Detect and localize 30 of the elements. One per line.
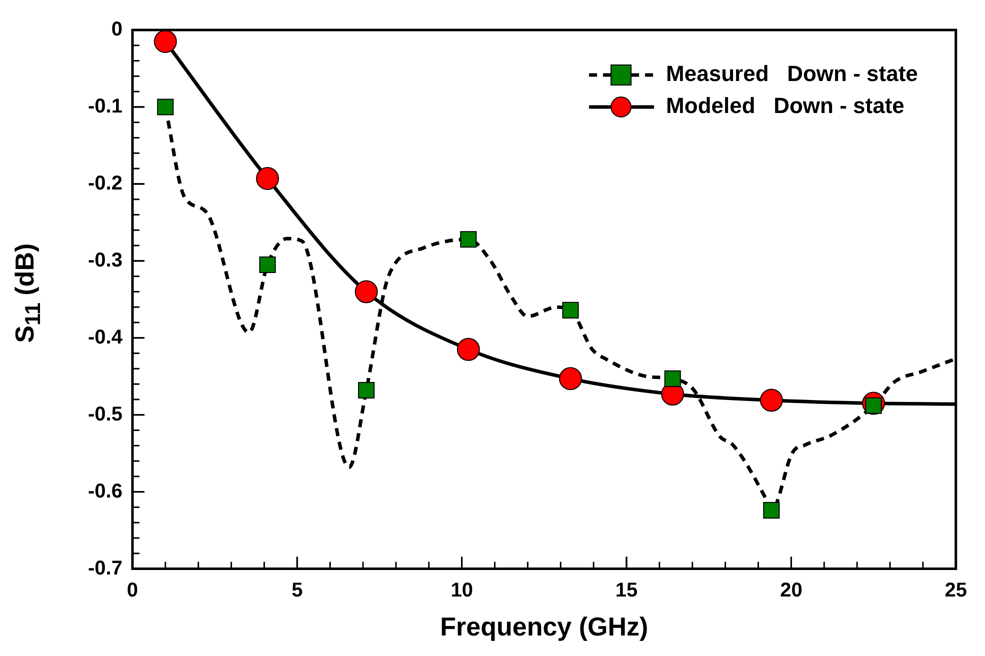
point <box>562 302 579 318</box>
x-tick-label: 25 <box>944 579 967 602</box>
y-tick-label: -0.4 <box>88 326 124 348</box>
point <box>559 367 582 390</box>
x-tick-label: 15 <box>615 579 638 602</box>
y-tick-label: -0.1 <box>88 95 122 118</box>
point <box>259 256 276 274</box>
point <box>760 388 783 412</box>
legend-label: Modeled Down - state <box>666 93 904 118</box>
y-tick-label: -0.2 <box>88 172 122 194</box>
x-axis-title: Frequency (GHz) <box>440 612 648 642</box>
y-tick-label: -0.7 <box>88 557 122 580</box>
x-tick-label: 0 <box>126 579 138 602</box>
y-tick-label: -0.3 <box>88 249 122 272</box>
y-tick-label: -0.6 <box>88 480 122 502</box>
point <box>460 231 477 248</box>
legend-label: Measured Down - state <box>666 61 918 86</box>
point <box>456 338 480 361</box>
point <box>157 98 174 116</box>
point <box>763 502 780 519</box>
point <box>154 30 177 54</box>
y-tick-label: -0.5 <box>88 403 122 426</box>
x-tick-label: 20 <box>780 579 802 602</box>
point <box>358 382 375 399</box>
point <box>256 167 280 190</box>
point <box>354 280 378 304</box>
y-tick-label: 0 <box>111 18 122 41</box>
x-tick-label: 10 <box>450 579 473 602</box>
x-tick-label: 5 <box>292 579 303 602</box>
point <box>664 370 681 387</box>
